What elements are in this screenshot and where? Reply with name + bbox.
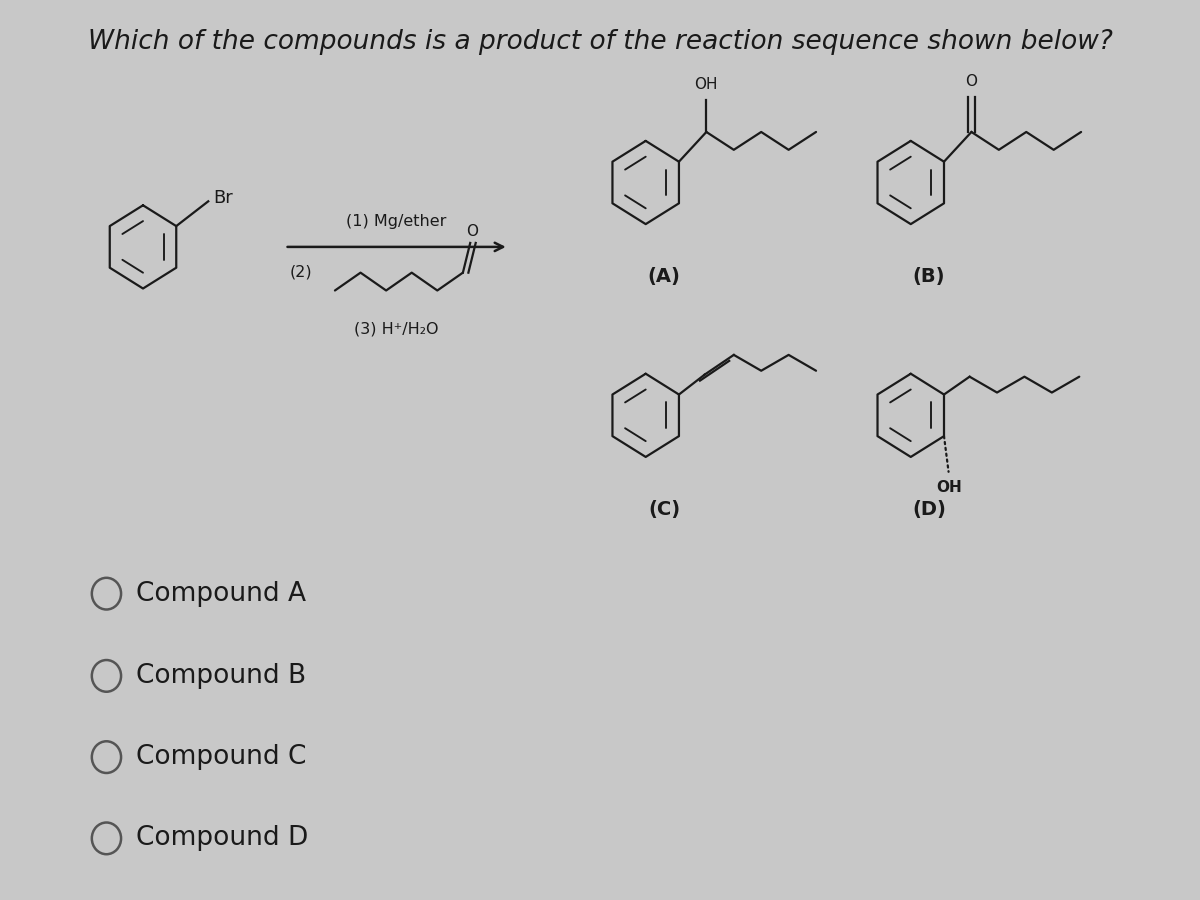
Text: (1) Mg/ether: (1) Mg/ether (347, 214, 446, 230)
Text: Which of the compounds is a product of the reaction sequence shown below?: Which of the compounds is a product of t… (88, 29, 1112, 55)
Text: (2): (2) (289, 265, 312, 280)
Text: (D): (D) (912, 500, 946, 518)
Text: Br: Br (214, 189, 234, 207)
Text: Compound C: Compound C (136, 744, 306, 770)
Text: O: O (466, 224, 478, 239)
Text: (B): (B) (913, 266, 946, 285)
Text: Compound D: Compound D (136, 825, 308, 851)
Text: Compound A: Compound A (136, 580, 306, 607)
Text: Compound B: Compound B (136, 663, 306, 688)
Text: (C): (C) (648, 500, 680, 518)
Text: (A): (A) (648, 266, 680, 285)
Text: (3) H⁺/H₂O: (3) H⁺/H₂O (354, 321, 439, 337)
Text: O: O (966, 75, 978, 89)
Text: OH: OH (937, 480, 962, 495)
Text: OH: OH (695, 77, 718, 93)
